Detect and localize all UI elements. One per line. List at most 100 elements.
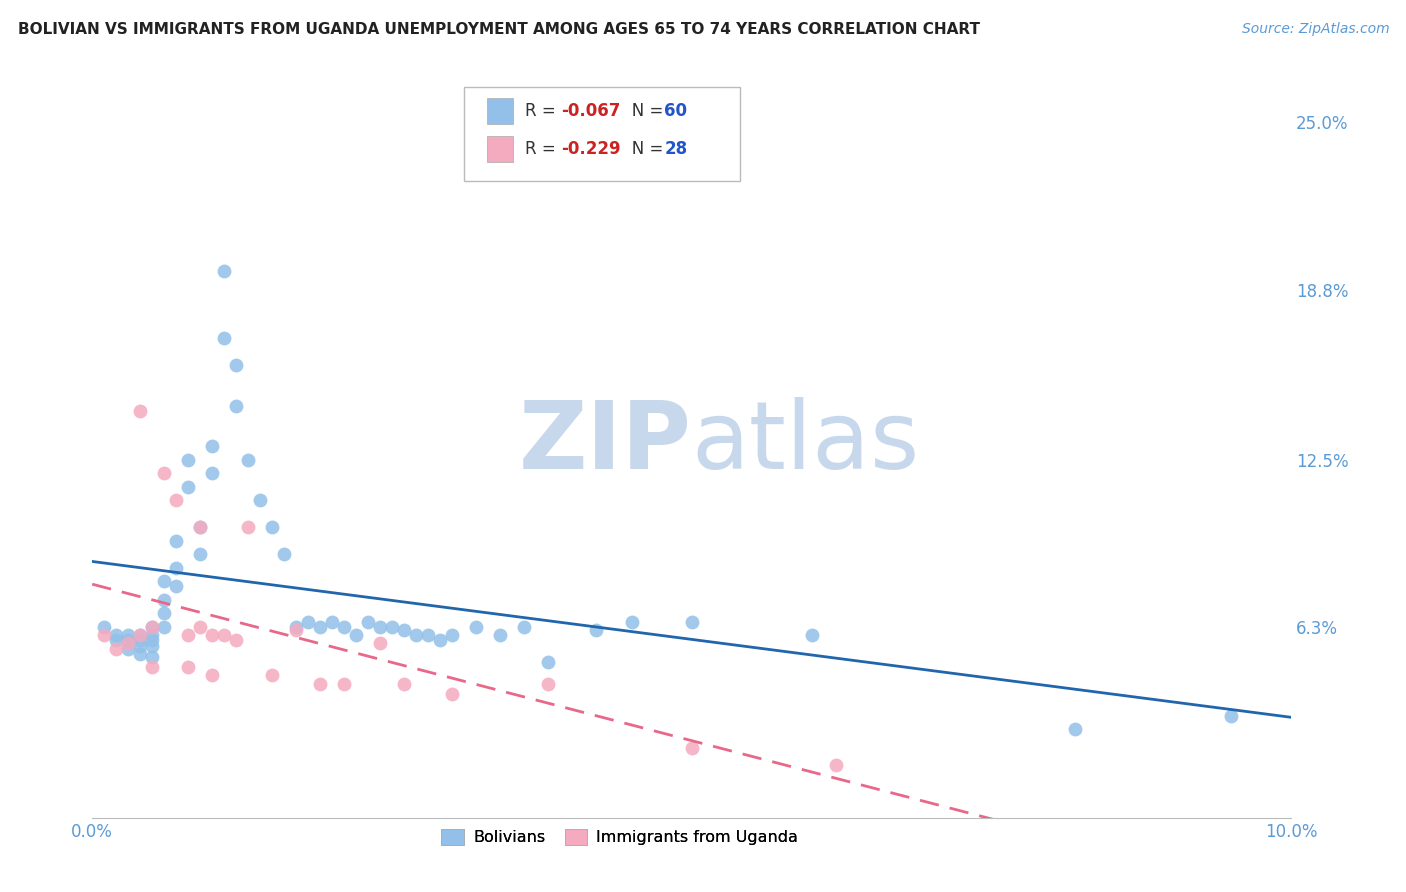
Point bbox=[188, 520, 211, 534]
Text: -0.229: -0.229 bbox=[561, 140, 620, 158]
Point bbox=[333, 620, 356, 634]
Point bbox=[188, 520, 211, 534]
Point bbox=[93, 620, 115, 634]
Point bbox=[105, 633, 128, 648]
Point bbox=[153, 593, 176, 607]
Point bbox=[681, 741, 703, 756]
Point bbox=[141, 620, 163, 634]
Point bbox=[177, 480, 200, 494]
Point bbox=[177, 452, 200, 467]
Point bbox=[260, 520, 283, 534]
Point bbox=[620, 615, 643, 629]
Text: N =: N = bbox=[616, 140, 669, 158]
Point bbox=[105, 628, 128, 642]
Point bbox=[105, 641, 128, 656]
Point bbox=[165, 579, 187, 593]
Point bbox=[117, 641, 139, 656]
Point bbox=[273, 547, 295, 561]
Point bbox=[368, 620, 391, 634]
Point bbox=[429, 633, 451, 648]
Point bbox=[297, 615, 319, 629]
Point bbox=[416, 628, 439, 642]
Point bbox=[212, 331, 235, 345]
Point bbox=[249, 493, 271, 508]
Point bbox=[309, 676, 332, 690]
Text: 60: 60 bbox=[664, 102, 688, 120]
Point bbox=[392, 623, 415, 637]
Text: R =: R = bbox=[524, 102, 561, 120]
Point bbox=[153, 574, 176, 588]
Point bbox=[188, 547, 211, 561]
Point bbox=[236, 452, 259, 467]
Point bbox=[201, 439, 224, 453]
Point bbox=[201, 628, 224, 642]
Point bbox=[165, 533, 187, 548]
Point bbox=[129, 628, 152, 642]
Point bbox=[201, 668, 224, 682]
Point bbox=[117, 628, 139, 642]
Point bbox=[333, 676, 356, 690]
Text: BOLIVIAN VS IMMIGRANTS FROM UGANDA UNEMPLOYMENT AMONG AGES 65 TO 74 YEARS CORREL: BOLIVIAN VS IMMIGRANTS FROM UGANDA UNEMP… bbox=[18, 22, 980, 37]
Point bbox=[489, 628, 512, 642]
Point bbox=[212, 264, 235, 278]
Text: N =: N = bbox=[616, 102, 669, 120]
Point bbox=[165, 560, 187, 574]
Point bbox=[141, 660, 163, 674]
Point bbox=[165, 493, 187, 508]
Point bbox=[141, 649, 163, 664]
Point bbox=[440, 628, 463, 642]
Point bbox=[129, 628, 152, 642]
Point bbox=[1064, 723, 1087, 737]
Point bbox=[129, 633, 152, 648]
Point bbox=[381, 620, 404, 634]
Point bbox=[681, 615, 703, 629]
Point bbox=[513, 620, 536, 634]
Point bbox=[212, 628, 235, 642]
Text: 28: 28 bbox=[664, 140, 688, 158]
Point bbox=[153, 620, 176, 634]
Point bbox=[357, 615, 380, 629]
Point bbox=[177, 660, 200, 674]
Text: Source: ZipAtlas.com: Source: ZipAtlas.com bbox=[1241, 22, 1389, 37]
Point bbox=[585, 623, 607, 637]
Point bbox=[537, 676, 560, 690]
Text: atlas: atlas bbox=[692, 398, 920, 490]
Point bbox=[141, 628, 163, 642]
Point bbox=[188, 620, 211, 634]
FancyBboxPatch shape bbox=[464, 87, 740, 181]
Point bbox=[153, 607, 176, 621]
Point bbox=[285, 623, 308, 637]
Point bbox=[392, 676, 415, 690]
Point bbox=[285, 620, 308, 634]
Point bbox=[141, 633, 163, 648]
Point bbox=[225, 399, 247, 413]
Point bbox=[464, 620, 486, 634]
Point bbox=[405, 628, 427, 642]
Point bbox=[129, 404, 152, 418]
Point bbox=[537, 655, 560, 669]
Point bbox=[201, 466, 224, 480]
Point bbox=[321, 615, 343, 629]
Text: R =: R = bbox=[524, 140, 561, 158]
Point bbox=[141, 639, 163, 653]
Text: ZIP: ZIP bbox=[519, 398, 692, 490]
FancyBboxPatch shape bbox=[486, 136, 513, 161]
Point bbox=[177, 628, 200, 642]
Point bbox=[117, 636, 139, 650]
Point bbox=[824, 757, 846, 772]
Point bbox=[141, 620, 163, 634]
Point bbox=[93, 628, 115, 642]
Legend: Bolivians, Immigrants from Uganda: Bolivians, Immigrants from Uganda bbox=[434, 822, 804, 852]
Text: -0.067: -0.067 bbox=[561, 102, 620, 120]
Point bbox=[225, 358, 247, 372]
Point bbox=[153, 466, 176, 480]
Point bbox=[236, 520, 259, 534]
Point bbox=[117, 633, 139, 648]
Point bbox=[129, 647, 152, 661]
Point bbox=[368, 636, 391, 650]
FancyBboxPatch shape bbox=[486, 98, 513, 124]
Point bbox=[440, 687, 463, 701]
Point bbox=[260, 668, 283, 682]
Point bbox=[309, 620, 332, 634]
Point bbox=[225, 633, 247, 648]
